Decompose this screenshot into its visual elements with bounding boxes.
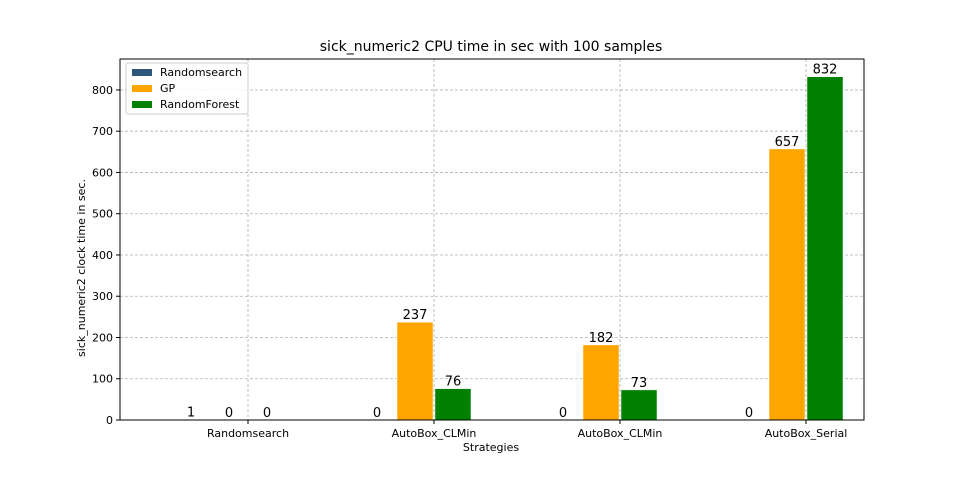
legend-box [125,62,249,115]
y-tick-label: 800 [92,84,113,97]
y-axis: 0 100 200 300 400 500 600 700 800 [92,84,120,427]
bars [172,76,844,421]
bar [396,321,434,421]
legend-entry: GP [160,82,176,95]
bar-value-label: 0 [373,406,381,421]
y-tick-label: 500 [92,208,113,221]
y-axis-label: sick_numeric2 clock time in sec. [75,179,88,357]
bar-value-label: 182 [589,331,614,346]
legend: Randomsearch GP RandomForest [125,62,249,115]
bar-value-label: 1 [187,406,195,421]
y-tick-label: 600 [92,166,113,179]
y-tick-label: 100 [92,373,113,386]
bar-value-label: 237 [403,308,428,323]
bar-value-label: 0 [225,406,233,421]
bar [582,344,620,421]
bar-value-label: 73 [631,376,648,391]
x-axis: Randomsearch AutoBox_CLMin AutoBox_CLMin Au… [207,420,847,440]
plot-frame [119,58,865,421]
y-tick-label: 200 [92,331,113,344]
legend-swatch [132,85,152,92]
bar-value-label: 832 [813,63,838,78]
bar [768,148,806,421]
bar [806,76,844,421]
bar-value-label: 0 [263,406,271,421]
data-labels: 1 0 0 0 0 237 182 657 0 76 73 832 [187,63,838,421]
y-tick-label: 700 [92,125,113,138]
x-axis-label: Strategies [463,441,519,454]
grid-lines [120,59,864,421]
y-tick-label: 400 [92,249,113,262]
x-tick-label: AutoBox_Serial [765,427,848,440]
bar [434,388,472,421]
bar [620,389,658,421]
bar-value-label: 76 [445,375,462,390]
x-tick-label: Randomsearch [207,427,289,440]
legend-swatch [132,69,152,76]
legend-swatch [132,101,152,108]
bar-value-label: 0 [559,406,567,421]
y-tick-label: 300 [92,290,113,303]
y-tick-label: 0 [106,414,113,427]
legend-entry: RandomForest [160,98,240,111]
legend-entry: Randomsearch [160,66,242,79]
x-tick-label: AutoBox_CLMin [578,427,663,440]
chart-title: sick_numeric2 CPU time in sec with 100 s… [320,39,662,55]
bar-value-label: 0 [745,406,753,421]
bar-value-label: 657 [775,135,800,150]
x-tick-label: AutoBox_CLMin [392,427,477,440]
